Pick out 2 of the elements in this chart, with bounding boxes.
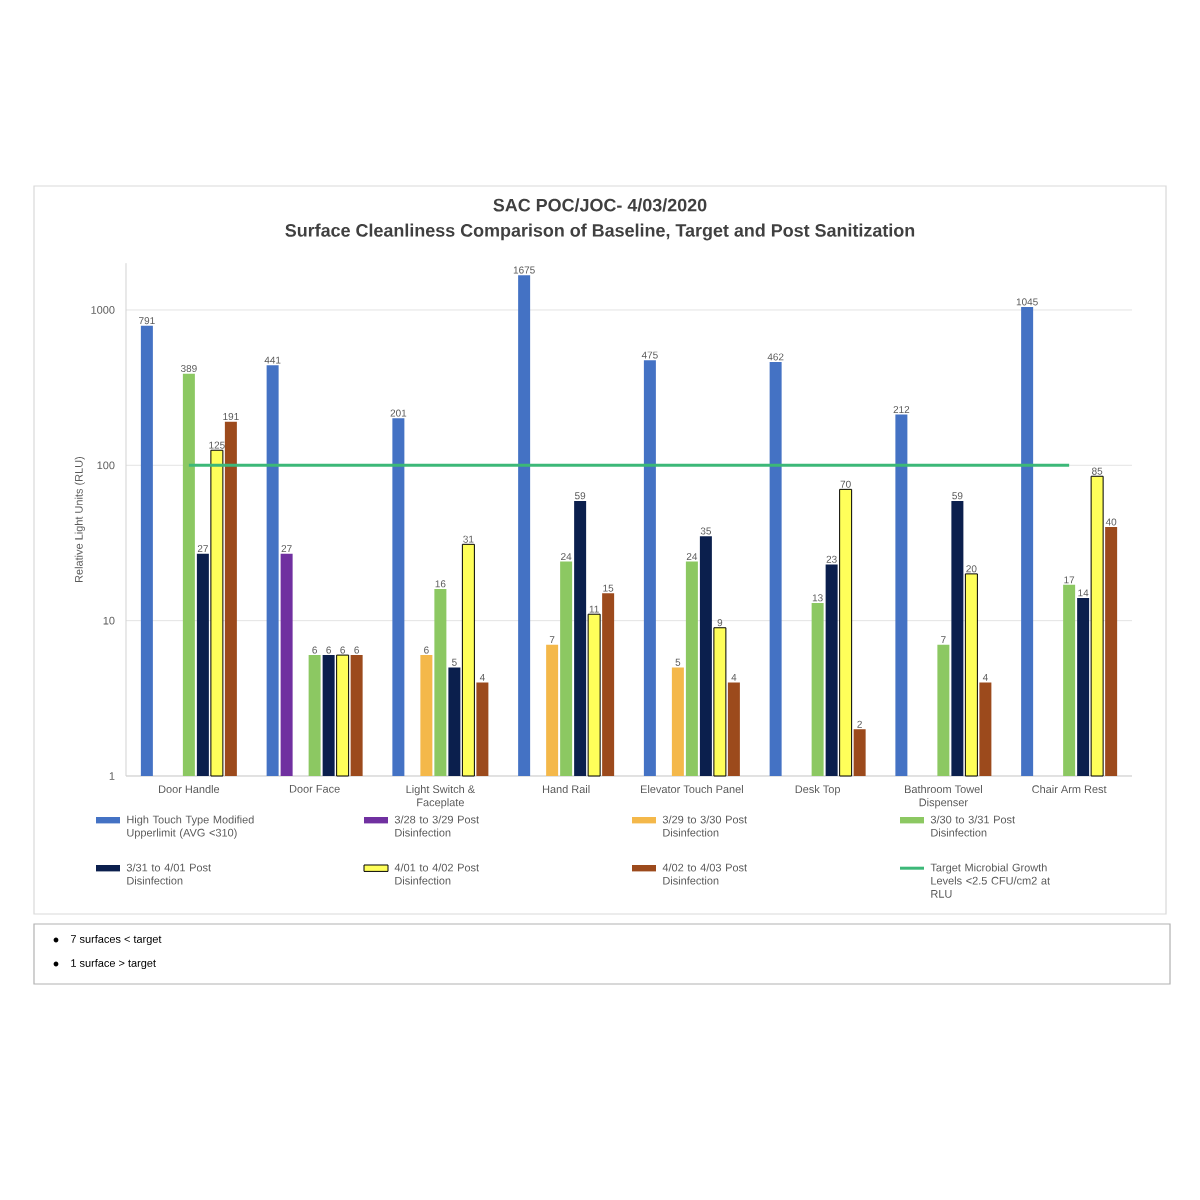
chart-title: SAC POC/JOC- 4/03/2020 [493, 198, 707, 212]
chart-subtitle: Surface Cleanliness Comparison of Baseline, Target and Post Sanitization [285, 223, 915, 241]
